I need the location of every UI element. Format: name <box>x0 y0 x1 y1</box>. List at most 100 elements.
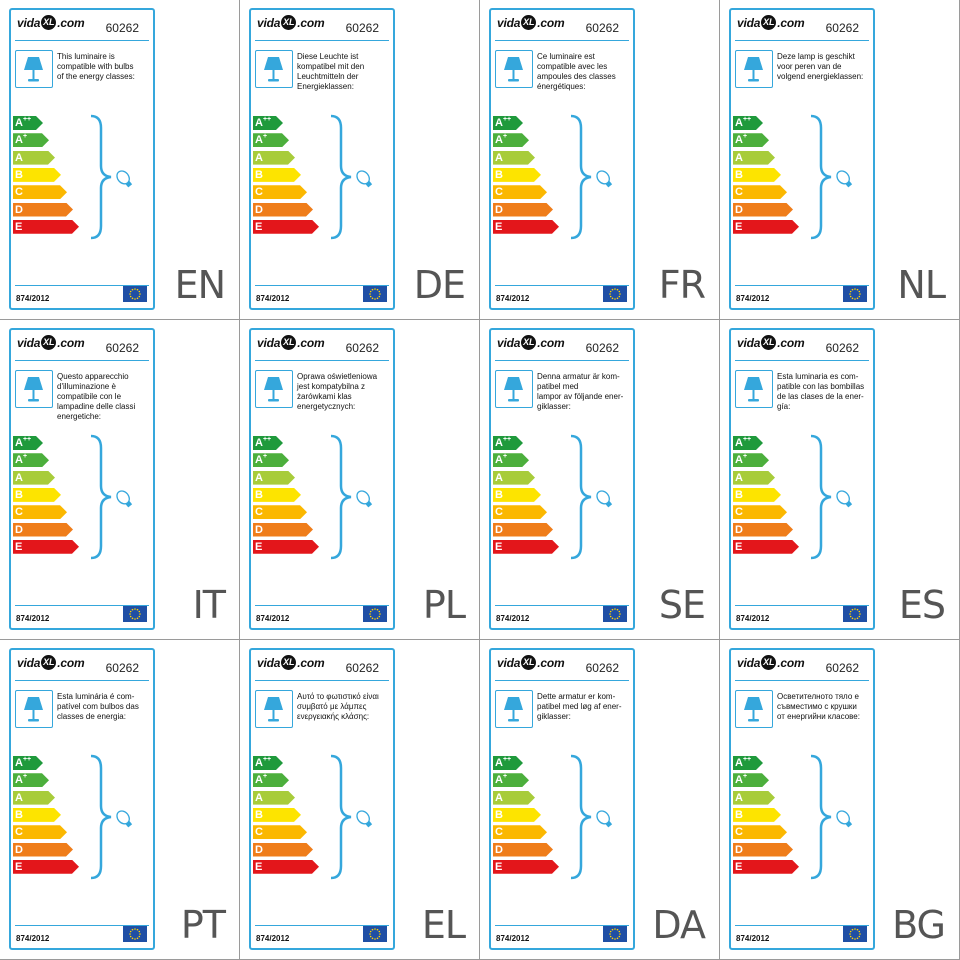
brand-pre: vida <box>257 656 281 670</box>
energy-class-arrow: D <box>13 843 73 857</box>
energy-class-plus: ++ <box>262 756 272 763</box>
product-code: 60262 <box>585 341 619 355</box>
energy-class-letter: A <box>15 791 23 804</box>
brand-logo: vida XL .com <box>497 655 565 671</box>
energy-class-letter: D <box>495 203 503 216</box>
energy-class-plus: ++ <box>22 436 32 443</box>
energy-class-plus: + <box>22 773 28 781</box>
energy-class-letter: C <box>15 826 23 839</box>
energy-class-arrow: A++ <box>493 436 523 450</box>
regulation-number: 874/2012 <box>256 294 290 303</box>
energy-class-letter: B <box>255 488 263 501</box>
language-code: NL <box>897 263 946 307</box>
brace-icon <box>330 754 373 880</box>
energy-class-letter: D <box>735 843 743 856</box>
energy-class-arrow: E <box>733 540 799 554</box>
energy-class-arrow: A++ <box>13 756 43 770</box>
energy-class-letter: A <box>255 774 263 787</box>
energy-class-letter: A <box>255 151 263 164</box>
brand-post: .com <box>57 656 85 670</box>
brand-logo: vida XL .com <box>17 335 85 351</box>
energy-class-letter: B <box>495 168 503 181</box>
bulb-icon <box>116 490 133 508</box>
language-code: PL <box>422 583 466 627</box>
description-text: Αυτό το φωτιστικό είναι συμβατό με λάμπε… <box>297 692 379 721</box>
brand-logo: vida XL .com <box>497 335 565 351</box>
energy-class-arrow: C <box>253 185 307 199</box>
regulation-number: 874/2012 <box>16 294 50 303</box>
energy-class-letter: C <box>15 186 23 199</box>
energy-class-arrow: A+ <box>13 453 49 467</box>
brace-icon <box>330 434 373 560</box>
energy-label: vida XL .com 60262 Questo apparecchio d'il… <box>9 328 155 630</box>
brand-logo: vida XL .com <box>257 15 325 31</box>
energy-class-letter: C <box>735 826 743 839</box>
energy-class-arrow: A <box>733 791 775 805</box>
energy-class-letter: B <box>15 808 23 821</box>
brand-post: .com <box>57 16 85 30</box>
brand-logo: vida XL .com <box>17 655 85 671</box>
brand-pre: vida <box>17 16 41 30</box>
energy-class-letter: E <box>495 540 503 553</box>
energy-class-letter: D <box>495 843 503 856</box>
energy-class-arrow: A <box>253 471 295 485</box>
energy-class-arrow: A++ <box>13 116 43 130</box>
regulation-number: 874/2012 <box>496 294 530 303</box>
energy-class-letter: A <box>255 471 263 484</box>
energy-class-arrow: D <box>13 203 73 217</box>
energy-classes: A++ A+ A B C D E <box>493 436 573 558</box>
energy-class-arrow: D <box>253 843 313 857</box>
energy-class-arrow: C <box>493 505 547 519</box>
energy-class-letter: A <box>255 454 263 467</box>
regulation-number: 874/2012 <box>16 934 50 943</box>
energy-classes: A++ A+ A B C D E <box>733 756 813 878</box>
energy-class-arrow: E <box>733 860 799 874</box>
energy-class-arrow: A++ <box>253 756 283 770</box>
energy-class-letter: E <box>255 860 263 873</box>
energy-class-letter: E <box>15 860 23 873</box>
table-lamp-icon <box>504 377 523 402</box>
brand-mark: XL <box>41 15 57 31</box>
energy-class-plus: ++ <box>22 756 32 763</box>
brand-pre: vida <box>737 336 761 350</box>
energy-class-plus: + <box>22 453 28 461</box>
brand-logo: vida XL .com <box>17 15 85 31</box>
energy-class-arrow: E <box>13 860 79 874</box>
energy-classes: A++ A+ A B C D E <box>253 756 333 878</box>
energy-class-letter: A <box>735 134 743 147</box>
brand-pre: vida <box>497 336 521 350</box>
energy-class-letter: C <box>495 506 503 519</box>
energy-class-arrow: E <box>493 540 559 554</box>
energy-class-letter: D <box>255 523 263 536</box>
lamp-box <box>495 50 533 88</box>
eu-flag-icon <box>363 606 387 622</box>
energy-class-arrow: A+ <box>733 453 769 467</box>
label-cell-de: vida XL .com 60262 Diese Leuchte ist kompa… <box>240 0 480 320</box>
label-cell-pt: vida XL .com 60262 Esta luminária é com- p… <box>0 640 240 960</box>
energy-classes: A++ A+ A B C D E <box>253 436 333 558</box>
product-code: 60262 <box>345 21 379 35</box>
label-cell-da: vida XL .com 60262 Dette armatur er kom- p… <box>480 640 720 960</box>
energy-class-plus: + <box>742 133 748 141</box>
lamp-box <box>255 690 293 728</box>
brand-logo: vida XL .com <box>257 335 325 351</box>
energy-class-arrow: B <box>493 168 541 182</box>
top-divider <box>495 40 629 41</box>
energy-class-letter: A <box>495 151 503 164</box>
top-divider <box>15 680 149 681</box>
label-cell-it: vida XL .com 60262 Questo apparecchio d'il… <box>0 320 240 640</box>
brace-icon <box>570 114 613 240</box>
energy-class-plus: + <box>502 773 508 781</box>
energy-class-letter: E <box>735 540 743 553</box>
brace-icon <box>90 114 133 240</box>
energy-class-arrow: A+ <box>733 773 769 787</box>
energy-class-letter: A <box>15 774 23 787</box>
table-lamp-icon <box>744 57 763 82</box>
brand-logo: vida XL .com <box>497 15 565 31</box>
label-cell-el: vida XL .com 60262 Αυτό το φωτιστικό είναι… <box>240 640 480 960</box>
brand-mark: XL <box>761 15 777 31</box>
brand-post: .com <box>537 336 565 350</box>
description-text: This luminaire is compatible with bulbs … <box>57 52 135 81</box>
energy-class-arrow: B <box>733 488 781 502</box>
language-code: BG <box>892 903 946 947</box>
